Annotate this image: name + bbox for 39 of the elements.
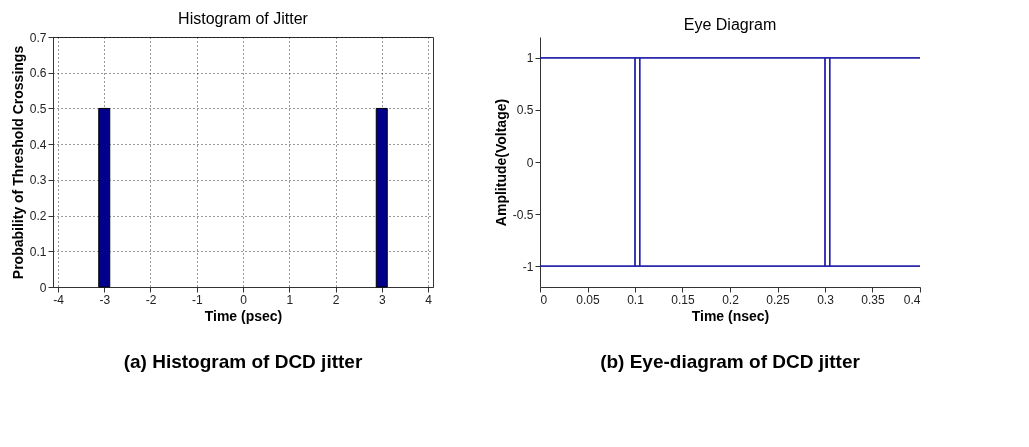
y-tick-label: 1 [526, 51, 534, 66]
y-axis-title: Probability of Threshold Crossings [9, 45, 26, 280]
x-tick-label: 0.2 [722, 292, 740, 307]
x-tick-label: 0 [240, 292, 248, 307]
x-tick-label: 0.4 [903, 292, 921, 307]
x-tick-label: 1 [286, 292, 294, 307]
text: (b) Eye-diagram of DCD jitter [600, 351, 861, 372]
y-tick-label: 0.4 [29, 137, 47, 152]
y-tick-label: 0.6 [29, 66, 47, 81]
x-tick-label: -4 [53, 292, 65, 307]
x-tick-label: 0.15 [671, 292, 695, 307]
x-tick-label: 0.1 [627, 292, 645, 307]
x-tick-label: -3 [99, 292, 111, 307]
y-tick-label: 0 [39, 280, 47, 295]
y-tick-label: 0.1 [29, 244, 47, 259]
y-tick-label: 0.3 [29, 173, 47, 188]
y-tick-label: 0.5 [29, 101, 47, 116]
chart-title: Histogram of Jitter [178, 10, 309, 27]
y-tick-label: 0.7 [29, 30, 47, 45]
y-tick-label: 0 [526, 155, 534, 170]
x-tick-label: -1 [191, 292, 203, 307]
x-tick-label: 0.3 [817, 292, 835, 307]
x-tick-label: 0 [540, 292, 548, 307]
text: (a) Histogram of DCD jitter [123, 351, 363, 372]
y-tick-label: -0.5 [512, 207, 534, 222]
x-axis-title: Time (psec) [204, 307, 283, 324]
x-tick-label: 0.05 [576, 292, 600, 307]
x-tick-label: 3 [378, 292, 386, 307]
x-tick-label: 4 [425, 292, 433, 307]
x-tick-label: -2 [145, 292, 157, 307]
x-axis-title: Time (nsec) [691, 307, 770, 324]
x-tick-label: 0.25 [766, 292, 790, 307]
y-axis-title: Amplitude(Voltage) [492, 98, 509, 227]
x-tick-label: 0.35 [861, 292, 885, 307]
y-tick-label: 0.2 [29, 209, 47, 224]
y-tick-label: 0.5 [516, 103, 534, 118]
y-tick-label: -1 [522, 259, 534, 274]
x-tick-label: 2 [332, 292, 340, 307]
chart-title: Eye Diagram [683, 16, 777, 33]
